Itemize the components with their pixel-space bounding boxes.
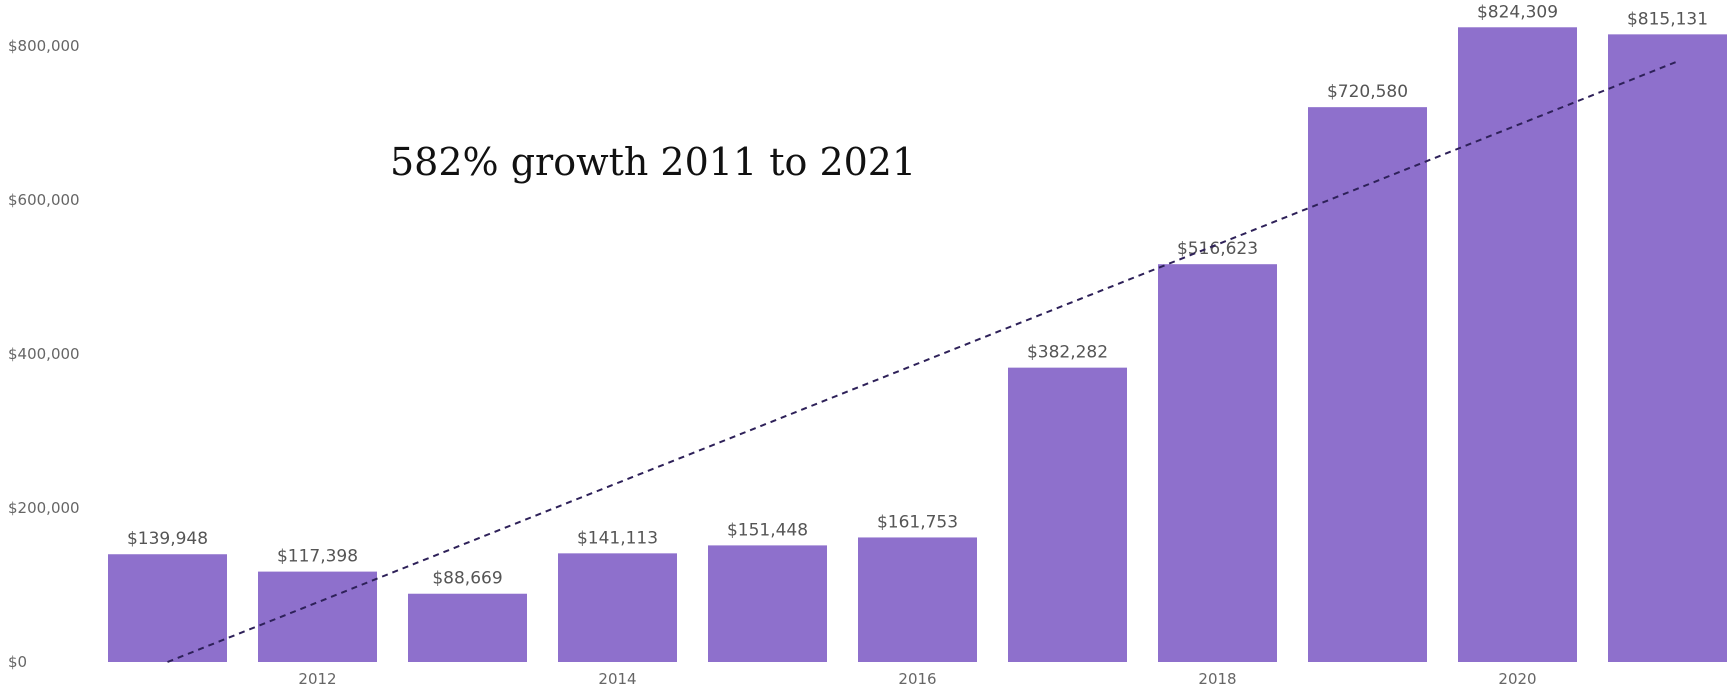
x-tick-label: 2018: [1198, 670, 1236, 688]
bar-value-label: $720,580: [1327, 82, 1408, 102]
bar: [258, 571, 377, 662]
bar: [408, 593, 527, 662]
bars: [108, 27, 1727, 663]
bar: [1008, 367, 1127, 662]
bar-value-label: $824,309: [1477, 2, 1558, 22]
y-tick-label: $800,000: [8, 37, 80, 55]
bar: [108, 554, 227, 662]
y-tick-label: $600,000: [8, 191, 80, 209]
x-tick-label: 2012: [298, 670, 336, 688]
bar: [1458, 27, 1577, 663]
bar-value-label: $815,131: [1627, 9, 1708, 29]
bar-value-label: $117,398: [277, 547, 358, 567]
x-axis-ticks: 2012 2014 2016 2018 2020: [298, 670, 1536, 688]
x-tick-label: 2020: [1498, 670, 1536, 688]
bar-value-label: $161,753: [877, 512, 958, 532]
bar-value-label: $139,948: [127, 529, 208, 549]
y-tick-label: $0: [8, 653, 27, 671]
bar-value-label: $151,448: [727, 520, 808, 540]
x-tick-label: 2014: [598, 670, 636, 688]
bar: [1308, 107, 1427, 663]
bar: [708, 545, 827, 662]
bar-value-label: $141,113: [577, 528, 658, 548]
bar: [1158, 264, 1277, 662]
bar: [858, 537, 977, 662]
growth-annotation: 582% growth 2011 to 2021: [390, 140, 916, 184]
y-axis-ticks: $0 $200,000 $400,000 $600,000 $800,000: [8, 37, 80, 671]
bar-value-label: $516,623: [1177, 239, 1258, 259]
bar: [558, 553, 677, 662]
trend-line: [167, 60, 1678, 663]
bar-value-label: $88,669: [432, 569, 502, 589]
bar-value-labels: $139,948 $117,398 $88,669 $141,113 $151,448 $…: [127, 2, 1708, 588]
y-tick-label: $400,000: [8, 345, 80, 363]
x-tick-label: 2016: [898, 670, 936, 688]
bar-value-label: $382,282: [1027, 343, 1108, 363]
bar: [1608, 34, 1727, 663]
y-tick-label: $200,000: [8, 499, 80, 517]
